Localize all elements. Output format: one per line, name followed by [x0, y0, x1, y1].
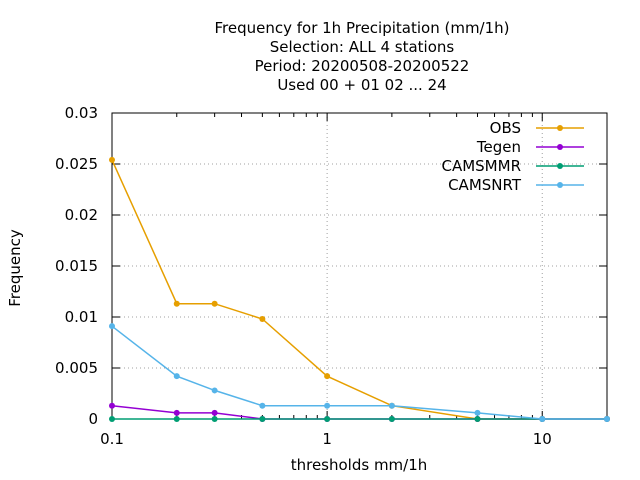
y-tick-label: 0.02 — [65, 206, 98, 224]
data-point — [109, 416, 115, 422]
grid-lines — [112, 113, 607, 419]
series-line-camsnrt — [111, 325, 607, 420]
y-tick-label: 0 — [88, 410, 98, 428]
data-point — [474, 416, 481, 422]
data-point — [388, 402, 395, 409]
legend-label: CAMSMMR — [441, 157, 521, 175]
data-point — [109, 402, 115, 409]
legend-marker — [557, 163, 563, 169]
y-tick-label: 0.03 — [65, 104, 98, 122]
data-series — [109, 156, 610, 422]
legend-label: Tegen — [476, 138, 521, 156]
data-point — [109, 323, 115, 330]
data-point — [211, 300, 218, 307]
data-point — [259, 416, 266, 422]
x-tick-label: 10 — [533, 430, 552, 448]
title-line: Used 00 + 01 02 ... 24 — [277, 76, 446, 94]
data-point — [109, 156, 115, 163]
data-point — [211, 416, 218, 422]
y-tick-label: 0.005 — [55, 359, 98, 377]
legend-marker — [557, 125, 563, 131]
y-axis-label: Frequency — [6, 229, 24, 307]
data-point — [259, 316, 266, 323]
title-line: Selection: ALL 4 stations — [270, 38, 455, 56]
data-point — [173, 416, 180, 422]
data-point — [173, 300, 180, 307]
chart-title: Frequency for 1h Precipitation (mm/1h)Se… — [214, 19, 509, 94]
data-point — [388, 416, 395, 422]
y-tick-label: 0.015 — [55, 257, 98, 275]
y-tick-label: 0.025 — [55, 155, 98, 173]
data-point — [324, 416, 331, 422]
legend-marker — [557, 144, 563, 150]
data-point — [173, 409, 180, 416]
data-point — [604, 416, 610, 422]
axis-ticks: 0 0.005 0.01 0.015 0.02 0.025 0.03 0.1 1 10 — [55, 104, 608, 448]
data-point — [539, 416, 546, 422]
data-point — [259, 402, 266, 409]
data-point — [211, 387, 218, 394]
data-point — [211, 409, 218, 416]
legend-label: OBS — [490, 119, 521, 137]
y-tick-label: 0.01 — [65, 308, 98, 326]
legend-label: CAMSNRT — [448, 176, 522, 194]
x-tick-label: 0.1 — [100, 430, 124, 448]
x-tick-label: 1 — [322, 430, 332, 448]
title-line: Frequency for 1h Precipitation (mm/1h) — [214, 19, 509, 37]
data-point — [324, 373, 331, 380]
data-point — [173, 373, 180, 380]
data-point — [324, 402, 331, 409]
x-axis-label: thresholds mm/1h — [291, 456, 428, 474]
title-line: Period: 20200508-20200522 — [255, 57, 470, 75]
data-point — [474, 409, 481, 416]
legend-marker — [557, 182, 563, 188]
